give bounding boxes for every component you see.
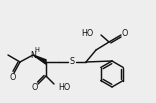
- Text: O: O: [10, 73, 16, 81]
- Polygon shape: [33, 55, 46, 64]
- Text: N: N: [30, 50, 36, 60]
- Text: HO: HO: [58, 84, 70, 92]
- Text: O: O: [32, 84, 38, 92]
- Text: HO: HO: [81, 29, 93, 37]
- Text: O: O: [122, 29, 128, 37]
- Text: H: H: [35, 47, 39, 53]
- Text: S: S: [69, 57, 75, 67]
